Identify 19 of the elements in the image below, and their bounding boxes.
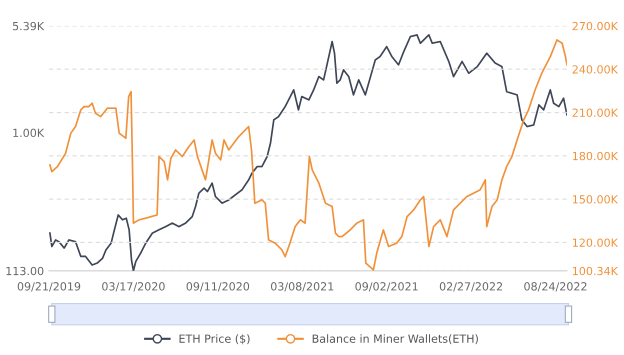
y2-tick-label: 210.00K bbox=[572, 108, 618, 117]
x-tick-label: 09/21/2019 bbox=[18, 282, 80, 292]
x-tick-label: 03/08/2021 bbox=[270, 282, 334, 292]
y-tick-label: 1.00K bbox=[13, 128, 44, 138]
x-tick-label: 08/24/2022 bbox=[524, 282, 586, 292]
y2-tick-label: 240.00K bbox=[572, 65, 618, 74]
legend-label: ETH Price ($) bbox=[180, 334, 250, 344]
y-tick-label: 5.39K bbox=[12, 22, 44, 30]
y2-tick-label: 100.34K bbox=[572, 266, 618, 276]
y2-tick-label: 120.00K bbox=[572, 238, 618, 247]
x-tick-label: 02/27/2022 bbox=[440, 282, 502, 292]
legend-label: Balance in Miner Wallets(ETH) bbox=[312, 334, 478, 344]
y2-tick-label: 150.00K bbox=[572, 195, 618, 204]
x-tick-label: 03/17/2020 bbox=[102, 282, 165, 292]
y-tick-label: 113.00 bbox=[6, 266, 44, 276]
y2-tick-label: 180.00K bbox=[572, 152, 618, 160]
x-tick-label: 09/11/2020 bbox=[186, 282, 250, 292]
x-tick-label: 09/02/2021 bbox=[355, 282, 418, 292]
y2-tick-label: 270.00K bbox=[572, 22, 618, 30]
